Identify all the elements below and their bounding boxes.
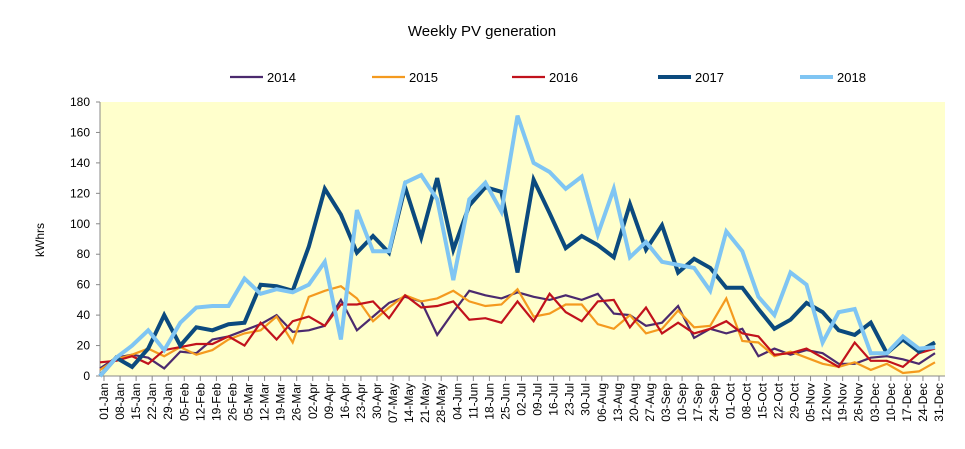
x-tick-label: 09-Apr	[322, 383, 336, 419]
y-tick-label: 180	[70, 95, 90, 109]
y-axis: 0 20 40 60 80 100 120 140 160 180	[70, 95, 101, 383]
legend-label-2016: 2016	[549, 70, 578, 85]
x-tick-label: 12-Mar	[258, 383, 272, 421]
x-tick-label: 17-Dec	[900, 383, 914, 422]
legend: 2014 2015 2016 2017 2018	[230, 70, 866, 85]
x-tick-label: 28-May	[434, 383, 448, 423]
x-tick-label: 10-Sep	[675, 383, 689, 422]
x-tick-label: 17-Sep	[691, 383, 705, 422]
x-tick-label: 14-May	[402, 383, 416, 423]
x-tick-label: 11-Jun	[466, 383, 480, 419]
x-tick-label: 02-Apr	[306, 383, 320, 419]
x-tick-label: 05-Nov	[804, 383, 818, 422]
series-line-2016	[99, 291, 936, 369]
x-tick-label: 29-Oct	[787, 382, 801, 419]
y-tick-label: 140	[70, 156, 90, 170]
x-tick-label: 25-Jun	[498, 383, 512, 420]
x-tick-label: 15-Jan	[129, 383, 143, 420]
x-tick-label: 02-Jul	[515, 383, 529, 416]
x-tick-label: 05-Feb	[177, 383, 191, 421]
x-tick-label: 19-Mar	[274, 383, 288, 421]
x-tick-label: 22-Oct	[771, 382, 785, 419]
y-axis-label: kWhrs	[33, 223, 47, 257]
legend-label-2015: 2015	[409, 70, 438, 85]
x-tick-label: 24-Sep	[707, 383, 721, 422]
x-tick-label: 03-Sep	[659, 383, 673, 422]
series-line-2015	[99, 284, 936, 375]
x-tick-label: 21-May	[418, 383, 432, 423]
x-tick-label: 23-Apr	[354, 383, 368, 419]
x-tick-label: 26-Nov	[852, 383, 866, 422]
x-tick-label: 10-Dec	[884, 383, 898, 422]
chart-title: Weekly PV generation	[408, 23, 556, 40]
x-tick-label: 19-Feb	[209, 383, 223, 421]
y-tick-label: 100	[70, 217, 90, 231]
x-tick-label: 29-Jan	[161, 383, 175, 420]
y-tick-label: 20	[77, 339, 91, 353]
y-tick-label: 60	[77, 278, 91, 292]
x-tick-label: 30-Apr	[370, 383, 384, 419]
x-tick-label: 05-Mar	[242, 383, 256, 421]
x-tick-label: 27-Aug	[643, 383, 657, 422]
x-tick-label: 26-Mar	[290, 383, 304, 421]
y-tick-label: 160	[70, 125, 90, 139]
x-tick-label: 01-Jan	[97, 383, 111, 420]
x-tick-label: 20-Aug	[627, 383, 641, 422]
x-tick-label: 07-May	[386, 383, 400, 423]
x-axis: 01-Jan 08-Jan 15-Jan 22-Jan 29-Jan 05-Feb 12-F…	[97, 375, 946, 423]
y-tick-label: 120	[70, 186, 90, 200]
x-tick-label: 15-Oct	[755, 382, 769, 419]
series-line-2018	[98, 115, 936, 378]
y-tick-label: 80	[77, 247, 91, 261]
x-tick-label: 12-Nov	[820, 383, 834, 422]
legend-label-2018: 2018	[837, 70, 866, 85]
x-tick-label: 16-Jul	[547, 383, 561, 416]
x-tick-label: 13-Aug	[611, 383, 625, 422]
x-tick-label: 18-Jun	[482, 383, 496, 420]
y-tick-label: 40	[77, 308, 91, 322]
x-tick-label: 31-Dec	[932, 383, 946, 422]
x-tick-label: 19-Nov	[836, 383, 850, 422]
x-tick-label: 08-Jan	[113, 383, 127, 420]
legend-label-2017: 2017	[695, 70, 724, 85]
x-tick-label: 08-Oct	[739, 382, 753, 419]
series-line-2017	[98, 173, 936, 378]
x-tick-label: 12-Feb	[193, 383, 207, 421]
x-tick-label: 04-Jun	[450, 383, 464, 420]
x-tick-label: 23-Jul	[563, 383, 577, 416]
x-tick-label: 26-Feb	[225, 383, 239, 421]
series-lines	[98, 115, 936, 378]
x-tick-label: 01-Oct	[723, 382, 737, 419]
x-tick-label: 06-Aug	[595, 383, 609, 422]
x-tick-label: 16-Apr	[338, 383, 352, 419]
x-tick-label: 22-Jan	[145, 383, 159, 420]
legend-label-2014: 2014	[267, 70, 296, 85]
y-tick-label: 0	[83, 369, 90, 383]
x-tick-label: 30-Jul	[579, 383, 593, 416]
x-tick-label: 24-Dec	[916, 383, 930, 422]
x-tick-label: 03-Dec	[868, 383, 882, 422]
x-tick-label: 09-Jul	[531, 383, 545, 416]
